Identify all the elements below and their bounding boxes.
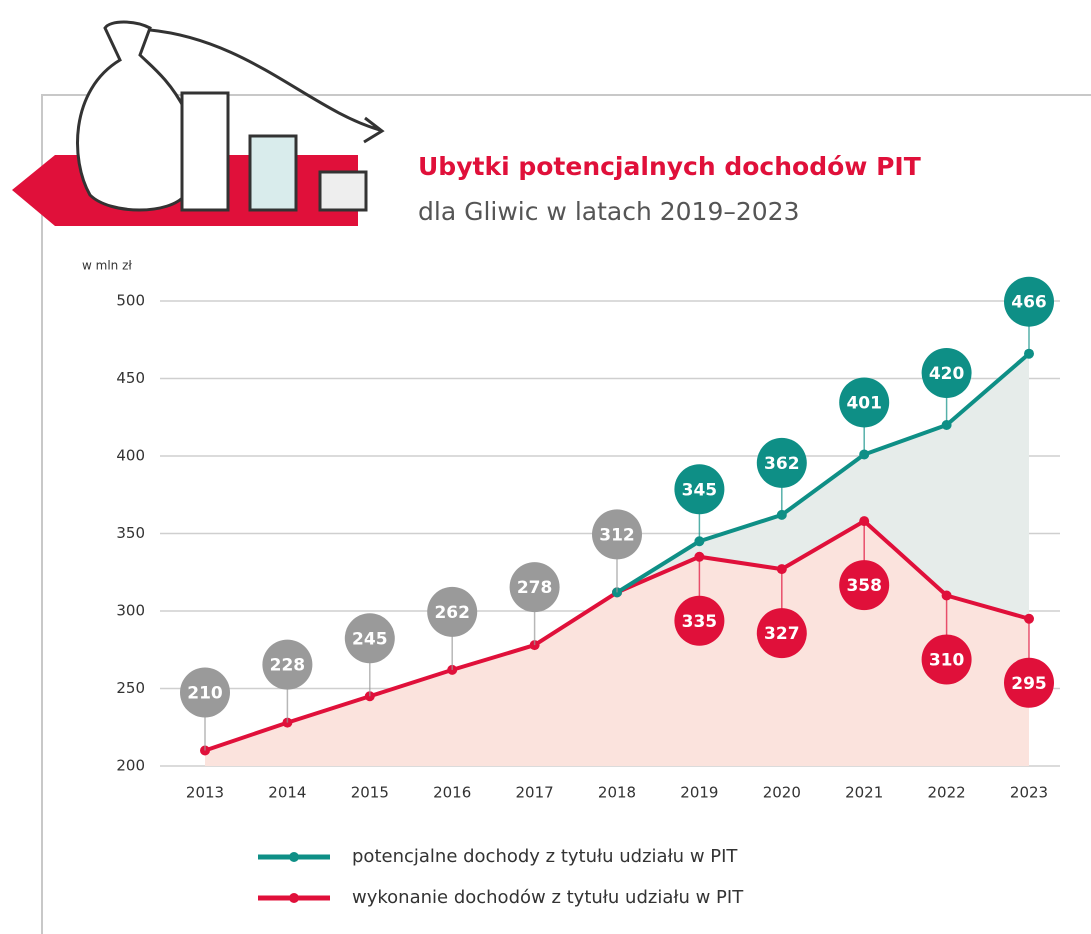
x-tick-label: 2015 bbox=[351, 784, 389, 802]
y-axis-label: w mln zł bbox=[82, 259, 132, 273]
chart-title: Ubytki potencjalnych dochodów PIT bbox=[418, 152, 921, 181]
x-tick-label: 2018 bbox=[598, 784, 636, 802]
legend-label: potencjalne dochody z tytułu udziału w P… bbox=[352, 846, 738, 867]
chart: Ubytki potencjalnych dochodów PIT dla Gl… bbox=[0, 0, 1091, 934]
y-tick-label: 200 bbox=[116, 757, 145, 775]
x-tick-label: 2019 bbox=[680, 784, 718, 802]
data-label: 228 bbox=[270, 656, 306, 676]
legend-label: wykonanie dochodów z tytułu udziału w PI… bbox=[352, 887, 744, 908]
x-tick-label: 2022 bbox=[928, 784, 966, 802]
data-label: 245 bbox=[352, 629, 388, 649]
data-label: 401 bbox=[846, 393, 882, 413]
y-tick-label: 300 bbox=[116, 602, 145, 620]
data-label: 420 bbox=[929, 364, 965, 384]
x-tick-label: 2017 bbox=[516, 784, 554, 802]
data-label: 262 bbox=[434, 603, 470, 623]
data-label: 210 bbox=[187, 684, 223, 704]
y-tick-label: 250 bbox=[116, 679, 145, 697]
x-tick-label: 2013 bbox=[186, 784, 224, 802]
data-label: 335 bbox=[682, 612, 718, 632]
data-label: 278 bbox=[517, 578, 553, 598]
data-label: 358 bbox=[846, 576, 882, 596]
legend-dot bbox=[289, 893, 299, 903]
x-tick-label: 2016 bbox=[433, 784, 471, 802]
data-label: 327 bbox=[764, 624, 800, 644]
data-label: 362 bbox=[764, 454, 800, 474]
x-tick-label: 2021 bbox=[845, 784, 883, 802]
y-tick-label: 450 bbox=[116, 369, 145, 387]
y-tick-label: 400 bbox=[116, 447, 145, 465]
chart-subtitle: dla Gliwic w latach 2019–2023 bbox=[418, 197, 800, 226]
data-label: 312 bbox=[599, 525, 635, 545]
data-label: 310 bbox=[929, 651, 965, 671]
y-tick-label: 500 bbox=[116, 292, 145, 310]
plot: 200 250 300 350 400 450 500 2013 2014 2015 2016 201… bbox=[116, 277, 1060, 908]
data-label: 345 bbox=[682, 480, 718, 500]
x-tick-label: 2014 bbox=[268, 784, 306, 802]
data-label: 295 bbox=[1011, 674, 1047, 694]
y-tick-label: 350 bbox=[116, 524, 145, 542]
x-tick-label: 2023 bbox=[1010, 784, 1048, 802]
x-tick-label: 2020 bbox=[763, 784, 801, 802]
legend-dot bbox=[289, 852, 299, 862]
data-label: 466 bbox=[1011, 293, 1047, 313]
